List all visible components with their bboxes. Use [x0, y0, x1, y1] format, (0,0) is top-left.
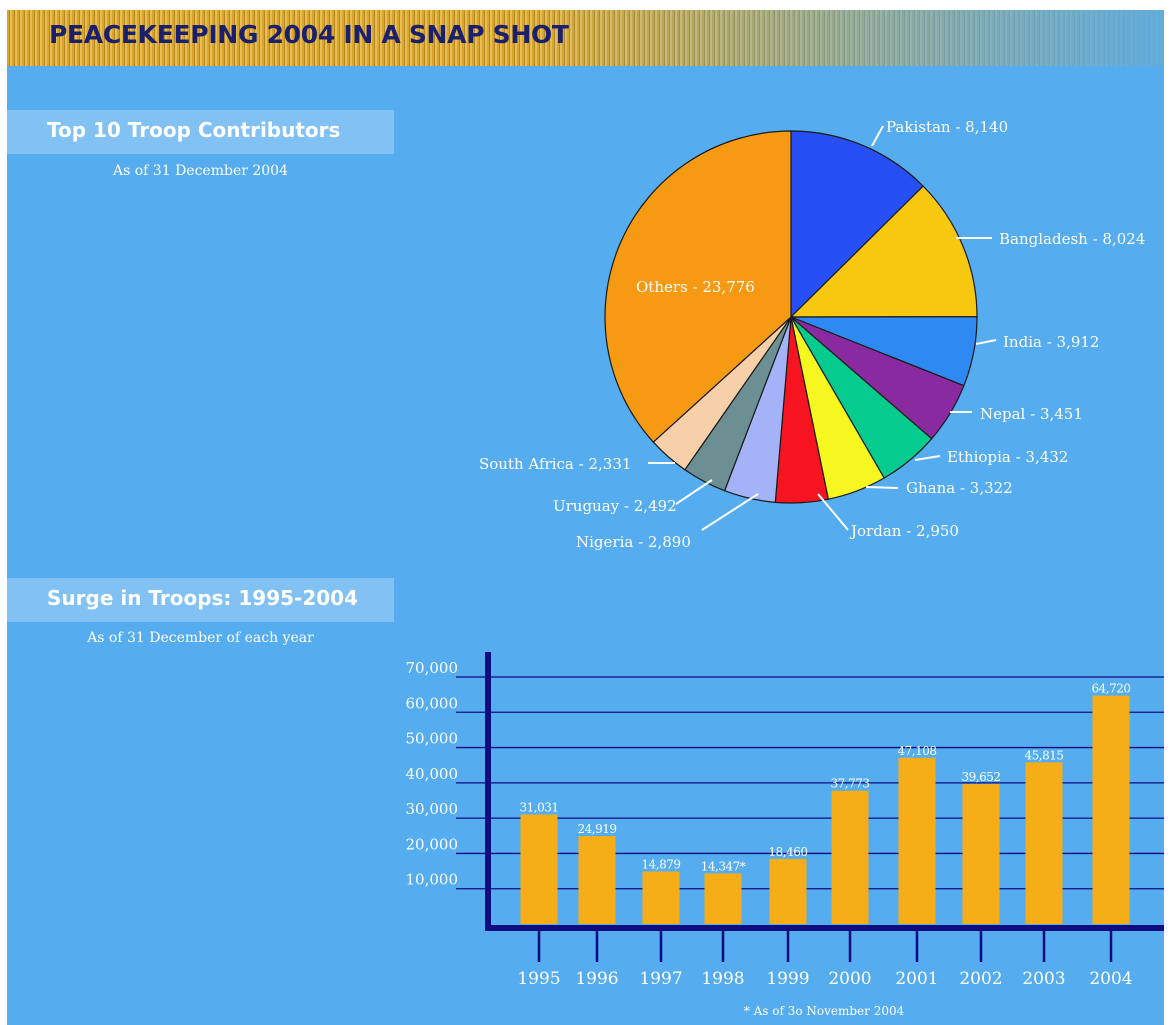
bar-2000	[831, 790, 869, 924]
pie-label-jordan: Jordan - 2,950	[849, 522, 959, 540]
surge-section-header: Surge in Troops: 1995-2004	[7, 578, 394, 622]
bar-value-label-1997: 14,879	[642, 857, 681, 871]
top10-title: Top 10 Troop Contributors	[47, 118, 341, 142]
pie-label-india: India - 3,912	[1003, 333, 1099, 351]
xtick-label-2002: 2002	[959, 969, 1002, 989]
pie-label-ethiopia: Ethiopia - 3,432	[947, 448, 1068, 466]
bar-2004	[1092, 695, 1130, 924]
banner-fade	[7, 10, 1164, 66]
pie-leader-nigeria	[701, 493, 759, 531]
bar-footnote: * As of 3o November 2004	[744, 1004, 905, 1018]
pie-label-pakistan: Pakistan - 8,140	[886, 118, 1008, 136]
bar-1999	[769, 858, 807, 924]
bar-1998	[704, 873, 742, 924]
surge-title: Surge in Troops: 1995-2004	[47, 586, 359, 610]
pie-label-bangladesh: Bangladesh - 8,024	[999, 230, 1145, 248]
bar-value-label-2003: 45,815	[1025, 748, 1064, 762]
ytick-label-20000: 20,000	[406, 835, 459, 853]
pie-leader-india	[975, 339, 997, 345]
surge-subtitle: As of 31 December of each year	[87, 630, 314, 646]
xtick-label-1996: 1996	[575, 969, 618, 989]
pie-label-nigeria: Nigeria - 2,890	[576, 533, 691, 551]
ytick-label-50000: 50,000	[406, 730, 459, 748]
bar-2003	[1025, 762, 1063, 924]
xtick-label-1999: 1999	[766, 969, 809, 989]
pie-leader-pakistan	[871, 125, 884, 147]
xtick-label-2004: 2004	[1089, 969, 1132, 989]
bar-value-label-1996: 24,919	[578, 822, 617, 836]
pie-slice-others	[604, 130, 792, 443]
ytick-label-70000: 70,000	[406, 659, 459, 677]
xtick-label-1997: 1997	[639, 969, 682, 989]
bar-value-label-2002: 39,652	[962, 770, 1001, 784]
bar-value-label-1998: 14,347*	[701, 859, 746, 873]
pie-label-ghana: Ghana - 3,322	[906, 479, 1013, 497]
bar-2001	[898, 757, 936, 924]
bar-value-label-2004: 64,720	[1092, 682, 1131, 696]
bar-2002	[962, 784, 1000, 924]
pie-label-nepal: Nepal - 3,451	[980, 405, 1083, 423]
pie-leader-ghana	[865, 486, 899, 489]
bar-value-label-1999: 18,460	[769, 845, 808, 859]
ytick-label-10000: 10,000	[406, 871, 459, 889]
pie-label-south-africa: South Africa - 2,331	[479, 455, 631, 473]
pie-label-uruguay: Uruguay - 2,492	[553, 497, 677, 515]
pie-leader-ethiopia	[914, 455, 941, 461]
bar-value-label-2000: 37,773	[831, 777, 870, 791]
bar-value-label-2001: 47,108	[898, 744, 937, 758]
page-title: PEACEKEEPING 2004 IN A SNAP SHOT	[49, 20, 569, 49]
pie-label-others: Others - 23,776	[636, 278, 755, 296]
ytick-label-60000: 60,000	[406, 694, 459, 712]
xtick-label-1995: 1995	[517, 969, 560, 989]
ytick-label-40000: 40,000	[406, 765, 459, 783]
xtick-label-2000: 2000	[828, 969, 871, 989]
xtick-label-1998: 1998	[701, 969, 744, 989]
top10-section-header: Top 10 Troop Contributors	[7, 110, 394, 154]
xtick-label-2003: 2003	[1022, 969, 1065, 989]
bar-1997	[642, 871, 680, 924]
bar-1996	[578, 836, 616, 924]
pie-leader-uruguay	[675, 479, 713, 505]
pie-leader-jordan	[817, 493, 849, 531]
pie-slice-bangladesh	[789, 185, 978, 318]
top10-subtitle: As of 31 December 2004	[113, 163, 288, 179]
bar-1995	[520, 814, 558, 924]
xtick-label-2001: 2001	[895, 969, 938, 989]
pie-slice-pakistan	[790, 130, 925, 319]
ytick-label-30000: 30,000	[406, 800, 459, 818]
bar-value-label-1995: 31,031	[520, 801, 559, 815]
